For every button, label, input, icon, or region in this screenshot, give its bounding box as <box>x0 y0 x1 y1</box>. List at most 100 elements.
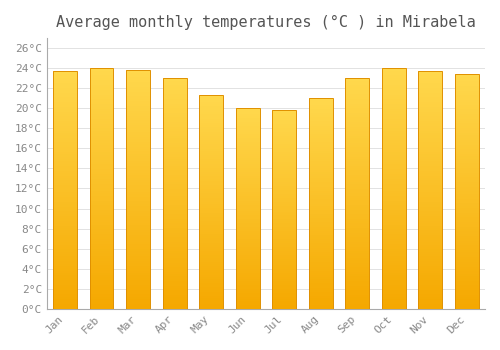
Bar <box>309 151 332 153</box>
Bar <box>163 83 186 85</box>
Bar <box>455 255 478 257</box>
Bar <box>236 232 260 234</box>
Bar <box>163 136 186 138</box>
Bar <box>236 128 260 130</box>
Bar <box>455 93 478 95</box>
Bar <box>163 307 186 309</box>
Bar <box>90 99 114 102</box>
Bar <box>418 197 442 199</box>
Bar <box>54 254 77 257</box>
Bar <box>163 122 186 124</box>
Bar <box>309 172 332 174</box>
Bar <box>418 214 442 216</box>
Bar <box>200 108 223 110</box>
Bar <box>126 187 150 189</box>
Bar <box>455 224 478 227</box>
Bar <box>126 159 150 161</box>
Bar <box>382 181 406 184</box>
Bar <box>90 160 114 162</box>
Bar <box>126 101 150 104</box>
Bar <box>236 215 260 217</box>
Bar <box>346 152 369 154</box>
Bar <box>346 111 369 113</box>
Bar <box>309 193 332 195</box>
Bar <box>163 92 186 94</box>
Bar <box>126 80 150 82</box>
Bar <box>418 147 442 149</box>
Bar <box>418 216 442 218</box>
Bar <box>163 286 186 288</box>
Bar <box>90 232 114 234</box>
Bar <box>126 70 150 72</box>
Bar <box>418 83 442 85</box>
Bar <box>418 112 442 114</box>
Bar <box>163 240 186 242</box>
Bar <box>54 85 77 88</box>
Bar <box>163 134 186 136</box>
Bar <box>346 251 369 253</box>
Bar <box>126 135 150 137</box>
Bar <box>346 145 369 147</box>
Bar <box>346 120 369 122</box>
Bar <box>90 201 114 203</box>
Bar <box>455 152 478 154</box>
Bar <box>418 204 442 206</box>
Bar <box>309 302 332 304</box>
Bar <box>272 136 296 138</box>
Bar <box>163 170 186 173</box>
Bar <box>54 88 77 90</box>
Bar <box>382 78 406 80</box>
Bar <box>163 246 186 249</box>
Bar <box>418 71 442 309</box>
Bar <box>418 181 442 183</box>
Bar <box>236 150 260 152</box>
Bar <box>236 204 260 206</box>
Bar <box>455 304 478 306</box>
Bar <box>309 284 332 286</box>
Bar <box>163 249 186 251</box>
Bar <box>418 199 442 202</box>
Bar <box>309 153 332 155</box>
Bar <box>272 168 296 170</box>
Bar <box>272 178 296 180</box>
Bar <box>126 209 150 211</box>
Bar <box>236 196 260 198</box>
Bar <box>163 80 186 83</box>
Bar <box>200 251 223 253</box>
Bar <box>236 234 260 237</box>
Bar <box>54 149 77 152</box>
Bar <box>126 104 150 106</box>
Bar <box>236 178 260 181</box>
Bar <box>90 275 114 278</box>
Bar <box>54 197 77 199</box>
Bar <box>54 233 77 235</box>
Bar <box>346 94 369 97</box>
Bar <box>272 257 296 259</box>
Bar <box>163 152 186 154</box>
Bar <box>272 293 296 295</box>
Bar <box>455 245 478 248</box>
Bar <box>236 217 260 218</box>
Bar <box>126 170 150 173</box>
Bar <box>126 161 150 163</box>
Bar <box>418 297 442 299</box>
Bar <box>418 104 442 107</box>
Bar <box>272 223 296 225</box>
Bar <box>418 71 442 74</box>
Bar <box>54 230 77 233</box>
Bar <box>200 238 223 240</box>
Bar <box>382 229 406 232</box>
Bar <box>54 204 77 206</box>
Bar <box>126 285 150 287</box>
Bar <box>163 129 186 131</box>
Bar <box>163 173 186 175</box>
Bar <box>272 253 296 255</box>
Bar <box>455 84 478 86</box>
Bar <box>418 135 442 138</box>
Bar <box>455 102 478 105</box>
Bar <box>309 241 332 244</box>
Bar <box>418 280 442 282</box>
Bar <box>236 152 260 154</box>
Bar <box>200 221 223 223</box>
Bar <box>236 247 260 248</box>
